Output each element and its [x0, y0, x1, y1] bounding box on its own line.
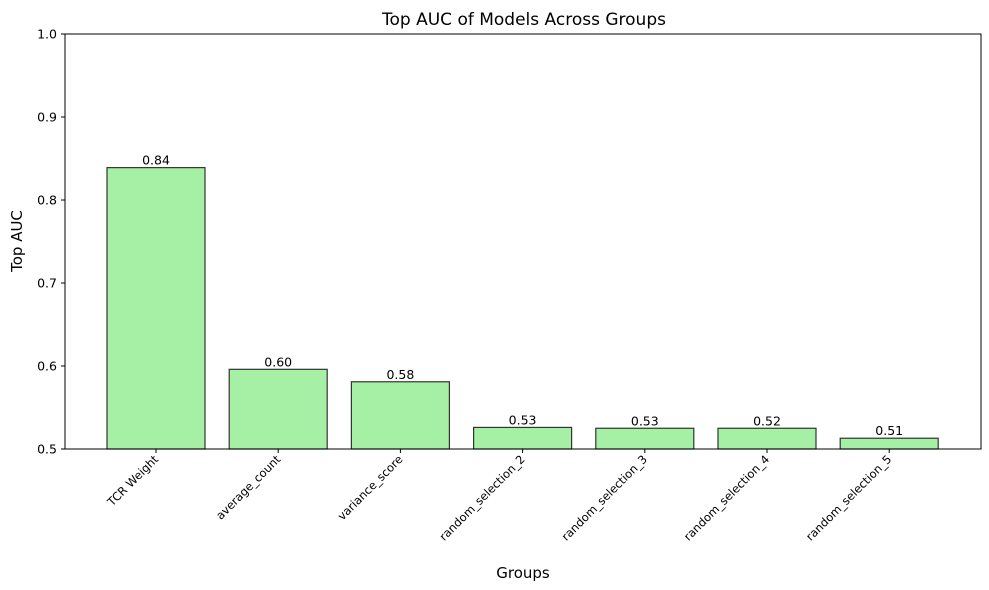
- data-label: 0.53: [509, 412, 537, 427]
- x-tick-label: TCR Weight: [104, 452, 162, 510]
- y-tick-label: 0.6: [37, 359, 57, 374]
- x-tick-label: average_count: [213, 452, 284, 523]
- data-label: 0.52: [753, 413, 781, 428]
- y-tick-label: 0.7: [37, 276, 57, 291]
- bars-layer: 0.84 0.60 0.58 0.53 0.53 0.52 0.51: [106, 153, 939, 450]
- x-tick-label: random_selection_5: [803, 452, 894, 543]
- y-tick-label: 0.5: [37, 442, 57, 457]
- bar: [839, 437, 939, 450]
- y-tick-label: 0.9: [37, 110, 57, 125]
- bar: [473, 426, 573, 450]
- y-axis-label: Top AUC: [8, 210, 26, 273]
- y-tick-label: 1.0: [37, 27, 57, 42]
- x-tick-label: random_selection_2: [436, 452, 527, 543]
- x-tick-label: variance_score: [335, 452, 406, 523]
- y-tick-label: 0.8: [37, 193, 57, 208]
- data-label: 0.60: [264, 354, 292, 369]
- data-label: 0.58: [386, 367, 414, 382]
- data-label: 0.84: [142, 153, 170, 168]
- plot-frame: [64, 33, 982, 450]
- x-tick-label: random_selection_4: [681, 452, 772, 543]
- data-label: 0.53: [631, 413, 659, 428]
- chart-title: Top AUC of Models Across Groups: [381, 10, 666, 30]
- bar: [350, 381, 450, 450]
- bar: [228, 368, 328, 450]
- x-axis-label: Groups: [496, 564, 550, 582]
- x-tick-label: random_selection_3: [559, 452, 650, 543]
- bar: [106, 167, 206, 450]
- data-label: 0.51: [875, 423, 903, 438]
- bar: [717, 427, 817, 450]
- bar: [595, 427, 695, 450]
